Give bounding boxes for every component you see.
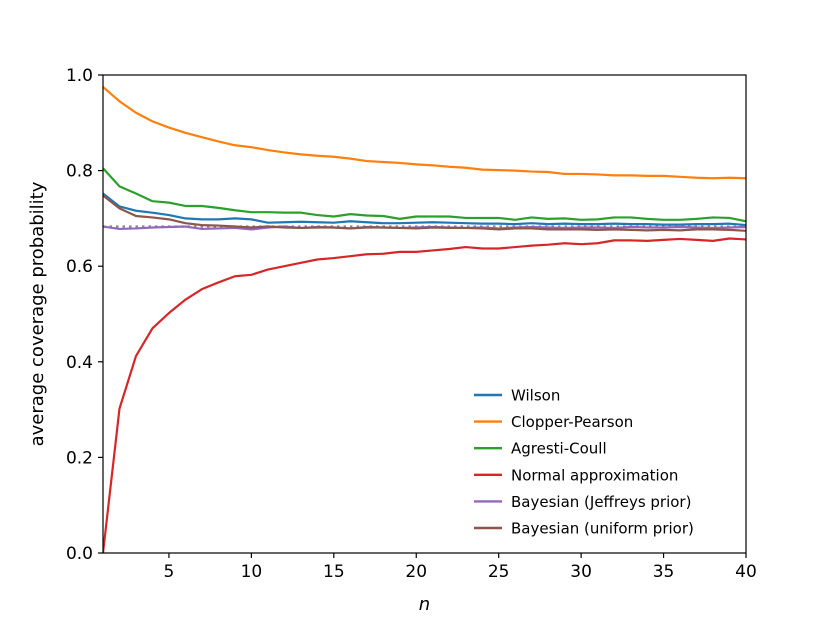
legend-label-3: Normal approximation: [511, 466, 678, 484]
y-tick-label: 0.0: [66, 544, 93, 564]
x-tick-label: 20: [405, 562, 427, 582]
x-tick-label: 5: [164, 562, 175, 582]
legend-label-0: Wilson: [511, 387, 560, 405]
series-line-0: [103, 192, 746, 227]
y-tick-label: 1.0: [66, 66, 93, 86]
x-tick-label: 35: [653, 562, 675, 582]
series-line-1: [103, 86, 746, 180]
y-tick-label: 0.6: [66, 257, 93, 277]
legend-label-4: Bayesian (Jeffreys prior): [511, 493, 691, 511]
legend: Wilson Clopper-Pearson Agresti-Coull Normal…: [474, 387, 694, 538]
y-tick-label: 0.2: [66, 448, 93, 468]
plot-frame: [102, 74, 747, 554]
x-tick-label: 40: [735, 562, 757, 582]
y-axis: 0.0 0.2 0.4 0.6 0.8 1.0: [66, 66, 103, 564]
x-axis: 5 10 15 20 25 30 35 40: [164, 553, 757, 582]
legend-label-2: Agresti-Coull: [511, 440, 607, 458]
y-axis-label: average coverage probability: [27, 181, 48, 446]
series-line-5: [103, 194, 746, 232]
y-tick-label: 0.8: [66, 162, 93, 182]
x-tick-label: 30: [570, 562, 592, 582]
y-tick-label: 0.4: [66, 353, 93, 373]
series-line-3: [103, 237, 746, 553]
x-tick-label: 25: [488, 562, 510, 582]
plot-lines: [103, 86, 746, 553]
x-axis-label: n: [419, 594, 430, 615]
series-line-2: [103, 167, 746, 223]
x-tick-label: 10: [241, 562, 263, 582]
legend-label-5: Bayesian (uniform prior): [511, 520, 694, 538]
legend-label-1: Clopper-Pearson: [511, 413, 633, 431]
x-tick-label: 15: [323, 562, 345, 582]
